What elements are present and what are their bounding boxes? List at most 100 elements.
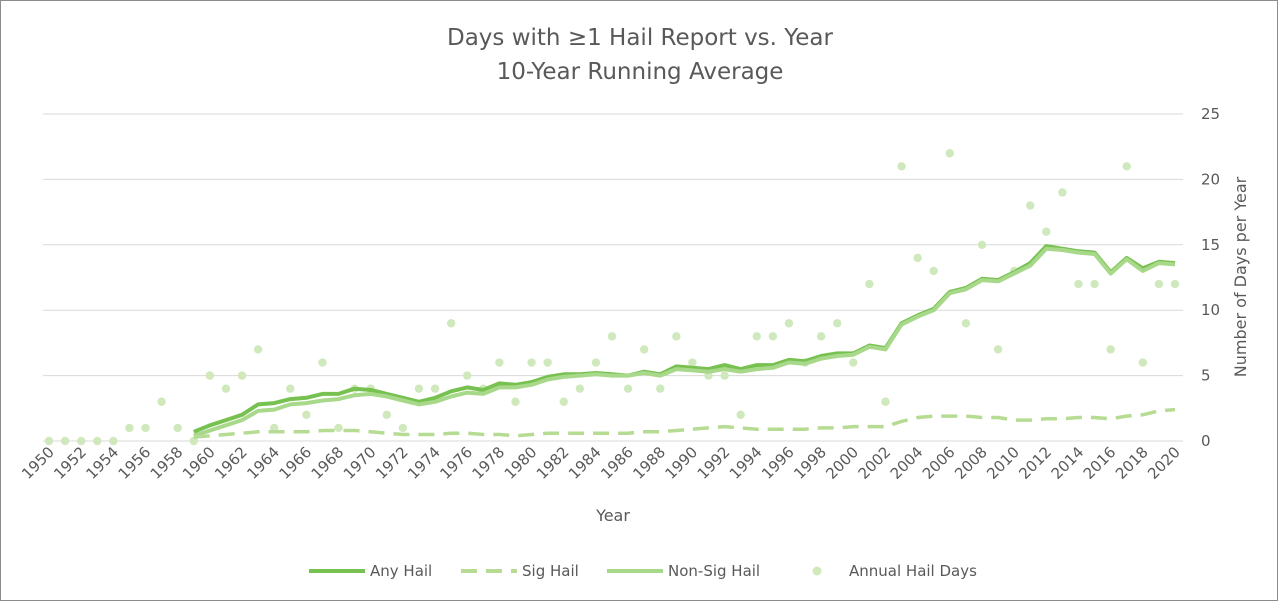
x-tick-label: 1970: [340, 443, 380, 483]
annual-hail-days-point: [157, 397, 166, 406]
x-tick-label: 1960: [179, 443, 219, 483]
annual-hail-days-point: [237, 371, 247, 380]
annual-hail-days-point: [527, 358, 536, 367]
x-tick-label: 1984: [565, 443, 605, 483]
annual-hail-days-point: [559, 397, 568, 406]
annual-hail-days-point: [768, 332, 778, 341]
x-tick-label: 2012: [1015, 443, 1055, 483]
x-tick-label: 1976: [436, 443, 476, 483]
annual-hail-days-point: [688, 358, 697, 367]
x-tick-label: 1990: [662, 443, 702, 483]
annual-hail-days-point: [961, 319, 971, 328]
x-tick-label: 2006: [919, 443, 959, 483]
annual-hail-days-point: [125, 423, 134, 433]
sig-hail-line: [193, 407, 1176, 439]
annual-hail-days-point: [109, 436, 118, 446]
x-tick-label: 1978: [468, 443, 508, 483]
annual-hail-days-point: [414, 384, 424, 393]
annual-hail-days-point: [302, 410, 311, 420]
plot-area: [44, 149, 1180, 446]
x-tick-label: 1966: [275, 443, 315, 483]
annual-hail-days-point: [1090, 279, 1099, 289]
annual-hail-days-point: [495, 358, 504, 367]
x-tick-label: 1972: [372, 443, 412, 483]
annual-hail-days-point: [575, 384, 585, 393]
y-tick-label: 25: [1201, 105, 1220, 123]
x-tick-label: 1996: [758, 443, 798, 483]
x-tick-label: 2016: [1080, 443, 1120, 483]
annual-hail-days-point: [897, 162, 906, 171]
annual-hail-days-point: [430, 384, 440, 393]
x-tick-label: 1964: [243, 443, 283, 483]
y-axis: 0 5 10 15 20 25: [1201, 105, 1220, 450]
legend-label-non-sig-hail: Non-Sig Hail: [668, 562, 760, 580]
annual-hail-days-point: [463, 371, 472, 380]
x-axis-title: Year: [595, 506, 630, 525]
annual-hail-days-point: [656, 384, 665, 393]
annual-hail-days-point: [736, 410, 745, 420]
non-sig-hail-line: [193, 246, 1176, 438]
gridlines: [43, 113, 1183, 442]
annual-hail-days-point: [173, 423, 182, 433]
y-tick-label: 10: [1201, 301, 1220, 319]
annual-hail-days-point: [623, 384, 633, 393]
annual-hail-days-point: [221, 384, 231, 393]
annual-hail-days-point: [1058, 188, 1067, 197]
annual-hail-days-point: [543, 358, 552, 367]
x-tick-label: 1952: [50, 443, 90, 483]
x-tick-label: 1988: [629, 443, 669, 483]
annual-hail-days-point: [60, 436, 70, 446]
annual-hail-days-point: [913, 253, 922, 263]
y-tick-label: 0: [1201, 432, 1211, 450]
x-tick-label: 2010: [983, 443, 1023, 483]
annual-hail-days-point: [398, 423, 408, 433]
x-tick-label: 1956: [115, 443, 155, 483]
annual-hail-days-point: [720, 371, 729, 380]
annual-hail-days-point: [1122, 162, 1131, 171]
annual-hail-days-point: [1170, 279, 1180, 289]
annual-hail-days-point: [76, 436, 86, 446]
annual-hail-days-point: [1106, 345, 1115, 354]
x-tick-label: 2018: [1112, 443, 1152, 483]
annual-hail-days-point: [607, 332, 617, 341]
annual-hail-days-point: [511, 397, 520, 406]
annual-hail-days-point: [141, 423, 150, 433]
x-tick-label: 1968: [308, 443, 348, 483]
annual-hail-days-point: [945, 149, 954, 158]
annual-hail-days-point: [752, 332, 761, 341]
chart-subtitle: 10-Year Running Average: [497, 59, 784, 85]
y-tick-label: 5: [1201, 367, 1211, 385]
annual-hail-days-point: [286, 384, 295, 393]
x-tick-label: 1958: [147, 443, 187, 483]
x-tick-label: 1998: [790, 443, 830, 483]
x-tick-label: 1954: [82, 443, 122, 483]
x-tick-label: 2008: [951, 443, 991, 483]
x-tick-label: 1974: [404, 443, 444, 483]
x-tick-label: 2000: [822, 443, 862, 483]
x-tick-label: 1962: [211, 443, 251, 483]
legend: Any Hail Sig Hail Non-Sig Hail Annual Hail …: [309, 562, 977, 580]
y-tick-label: 15: [1201, 236, 1220, 254]
annual-hail-days-point: [865, 279, 874, 289]
legend-label-sig-hail: Sig Hail: [522, 562, 579, 580]
x-tick-label: 1950: [18, 443, 58, 483]
x-tick-label: 2014: [1048, 443, 1088, 483]
annual-hail-days-point: [784, 319, 794, 328]
legend-label-annual-hail-days: Annual Hail Days: [849, 562, 977, 580]
x-tick-label: 2020: [1144, 443, 1184, 483]
annual-hail-days-point: [1074, 279, 1083, 289]
annual-hail-days-point: [1138, 358, 1148, 367]
annual-hail-days-point: [318, 358, 327, 367]
chart-title: Days with ≥1 Hail Report vs. Year: [447, 25, 834, 51]
x-axis: 1950195219541956195819601962196419661968…: [18, 443, 1184, 483]
legend-swatch-annual-hail-days: [812, 566, 822, 576]
x-tick-label: 1992: [694, 443, 734, 483]
annual-hail-days-point: [334, 423, 343, 433]
annual-hail-days-point: [929, 266, 938, 276]
any-hail-line: [193, 244, 1176, 434]
annual-hail-days-point: [591, 358, 601, 367]
annual-hail-days-point: [881, 397, 890, 406]
annual-hail-days-point: [833, 319, 842, 328]
